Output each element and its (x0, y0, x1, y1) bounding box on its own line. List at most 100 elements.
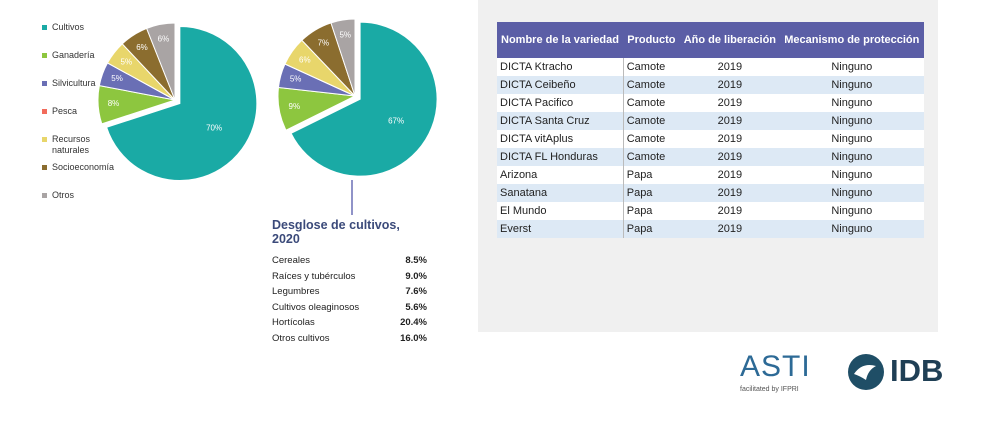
legend-item: Silvicultura (42, 78, 122, 106)
table-cell: El Mundo (497, 202, 624, 220)
legend-item: Socioeconomía (42, 162, 122, 190)
breakdown-label: Hortícolas (272, 317, 315, 329)
table-row: DICTA vitAplus Camote 2019 Ninguno (497, 130, 924, 148)
table-row: Arizona Papa 2019 Ninguno (497, 166, 924, 184)
slice-label: 6% (136, 43, 148, 52)
header-cell: Mecanismo de protección (780, 22, 924, 58)
slice-label: 5% (339, 30, 351, 39)
table-cell: 2019 (679, 112, 781, 130)
legend-swatch (42, 81, 47, 86)
legend-item: Ganadería (42, 50, 122, 78)
table-cell: Ninguno (780, 202, 924, 220)
table-cell: Ninguno (780, 94, 924, 112)
pie-slice (290, 21, 438, 177)
legend-label: Silvicultura (52, 78, 96, 88)
asti-logo: ASTI (740, 350, 811, 383)
legend-item: Cultivos (42, 22, 122, 50)
idb-logo: IDB (890, 353, 944, 388)
slice-label: 8% (108, 99, 120, 108)
breakdown-label: Otros cultivos (272, 332, 330, 344)
slice-label: 6% (158, 35, 170, 44)
header-cell: Producto (623, 22, 680, 58)
table-cell: DICTA Ktracho (497, 58, 624, 76)
table-cell: DICTA Ceibeño (497, 76, 624, 94)
legend-label: Pesca (52, 106, 78, 116)
slice-label: 9% (289, 102, 301, 111)
table-cell: 2019 (679, 148, 781, 166)
table-row: DICTA Pacifico Camote 2019 Ninguno (497, 94, 924, 112)
slice-label: 7% (318, 38, 330, 47)
breakdown-row: Legumbres 7.6% (272, 286, 427, 302)
table-row: Everst Papa 2019 Ninguno (497, 220, 924, 238)
table-cell: Ninguno (780, 220, 924, 238)
breakdown-label: Legumbres (272, 286, 320, 298)
slice-label: 5% (121, 57, 133, 66)
table-cell: 2019 (679, 76, 781, 94)
slice-label: 67% (388, 117, 404, 126)
table-cell: 2019 (679, 220, 781, 238)
legend-swatch (42, 109, 47, 114)
table-cell: Ninguno (780, 76, 924, 94)
table-cell: 2019 (679, 202, 781, 220)
breakdown-value: 5.6% (405, 301, 427, 313)
legend-item: Pesca (42, 106, 122, 134)
table-cell: Papa (622, 202, 680, 220)
table-row: DICTA Ktracho Camote 2019 Ninguno (497, 58, 924, 76)
breakdown-value: 8.5% (405, 255, 427, 266)
legend-label: Cultivos (52, 22, 85, 32)
pie-slice (105, 26, 258, 181)
breakdown-row: Otros cultivos 16.0% (272, 333, 427, 349)
table-cell: Ninguno (780, 184, 924, 202)
breakdown-title: Desglose de cultivos, 2020 (272, 218, 400, 246)
legend-label: Recursos naturales (52, 134, 91, 155)
table-cell: Camote (622, 112, 680, 130)
table-row: El Mundo Papa 2019 Ninguno (497, 202, 924, 220)
table-cell: 2019 (679, 94, 781, 112)
table-cell: DICTA Santa Cruz (497, 112, 624, 130)
idb-icon (848, 354, 884, 390)
breakdown-row: Hortícolas 20.4% (272, 317, 427, 333)
variety-table: Nombre de la variedad Producto Año de libe… (497, 22, 924, 238)
legend-label: Ganadería (52, 50, 95, 60)
table-cell: Ninguno (780, 112, 924, 130)
legend-swatch (42, 193, 47, 198)
table-cell: Camote (622, 94, 680, 112)
legend-label: Socioeconomía (52, 162, 115, 172)
breakdown-value: 9.0% (405, 270, 427, 282)
table-cell: Papa (622, 184, 680, 202)
legend-item: Recursos naturales (42, 134, 122, 162)
breakdown-row: Cultivos oleaginosos 5.6% (272, 302, 427, 318)
table-cell: Ninguno (780, 166, 924, 184)
table-cell: Camote (622, 76, 680, 94)
pie-charts: 70%8%5%5%6%6%67%9%5%6%7%5% (97, 18, 438, 215)
legend-swatch (42, 53, 47, 58)
table-cell: Ninguno (780, 58, 924, 76)
header-cell: Año de liberación (679, 22, 781, 58)
table-cell: Camote (622, 58, 680, 76)
table-row: DICTA Ceibeño Camote 2019 Ninguno (497, 76, 924, 94)
breakdown-value: 20.4% (400, 317, 427, 329)
breakdown-value: 16.0% (400, 332, 427, 344)
legend-label: Otros (52, 190, 75, 200)
legend: Cultivos Ganadería Silvicultura Pesca Recurs… (42, 22, 122, 218)
table-cell: Ninguno (780, 130, 924, 148)
table-cell: Papa (622, 220, 680, 238)
slice-label: 6% (299, 55, 311, 64)
header-cell: Nombre de la variedad (497, 22, 624, 58)
table-cell: 2019 (679, 58, 781, 76)
slice-label: 5% (111, 74, 123, 83)
breakdown-value: 7.6% (405, 286, 427, 298)
table-cell: Camote (622, 148, 680, 166)
legend-item: Otros (42, 190, 122, 218)
table-cell: Papa (622, 166, 680, 184)
table-cell: Everst (497, 220, 624, 238)
breakdown-row: Raíces y tubérculos 9.0% (272, 271, 427, 287)
slice-label: 5% (290, 75, 302, 84)
table-cell: Ninguno (780, 148, 924, 166)
legend-swatch (42, 25, 47, 30)
table-cell: 2019 (679, 184, 781, 202)
asti-tagline: facilitated by IFPRI (740, 386, 799, 393)
table-cell: 2019 (679, 130, 781, 148)
pie-slice (330, 18, 356, 97)
